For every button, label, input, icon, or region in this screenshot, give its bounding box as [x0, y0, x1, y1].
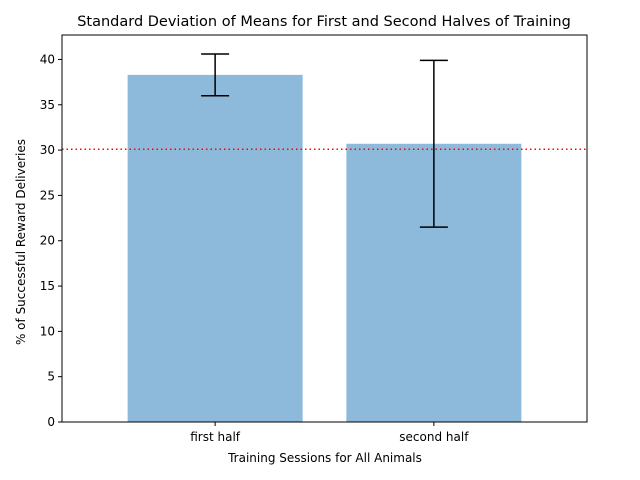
y-tick-label-5: 25 [40, 188, 55, 202]
chart-title: Standard Deviation of Means for First an… [77, 14, 571, 30]
y-tick-label-7: 35 [40, 98, 55, 112]
y-tick-label-4: 20 [40, 234, 55, 248]
y-tick-label-3: 15 [40, 279, 55, 293]
y-axis-label: % of Successful Reward Deliveries [14, 139, 28, 345]
x-axis-label: Training Sessions for All Animals [227, 451, 422, 465]
x-tick-label-2: second half [399, 430, 469, 444]
y-tick-label-0: 0 [47, 415, 55, 429]
y-tick-label-1: 5 [47, 370, 55, 384]
y-tick-label-6: 30 [40, 143, 55, 157]
axes-frame [61, 34, 588, 423]
plot-area: 0 5 10 15 20 25 30 35 40 first half second half [40, 34, 588, 444]
bar-1 [127, 74, 303, 422]
x-tick-label-1: first half [190, 430, 241, 444]
y-tick-label-8: 40 [40, 52, 55, 66]
y-tick-label-2: 10 [40, 324, 55, 338]
